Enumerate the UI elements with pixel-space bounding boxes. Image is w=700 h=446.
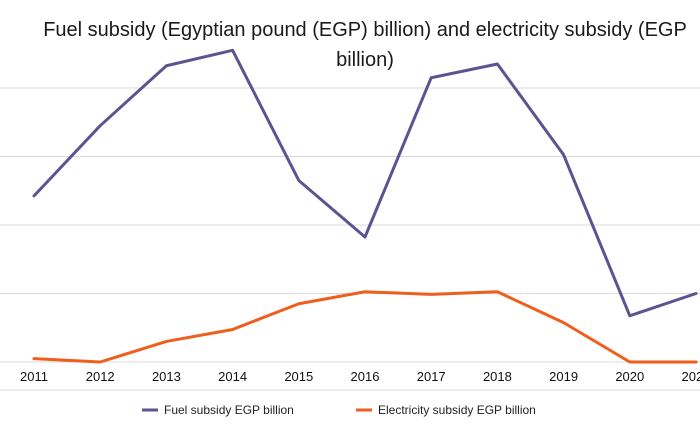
- series-line-electricity-subsidy: [32, 290, 698, 364]
- x-tick-label: 2011: [20, 369, 48, 384]
- x-tick-label: 2016: [351, 369, 380, 384]
- x-tick-label: 2021: [682, 369, 700, 384]
- legend-label: Fuel subsidy EGP billion: [164, 403, 294, 417]
- x-tick-label: 2020: [615, 369, 644, 384]
- series-lines: [32, 48, 698, 364]
- x-tick-label: 2018: [483, 369, 512, 384]
- x-axis-tick-labels: 2011 2012 2013 2014 2015 2016 2017 2018 2019 2020…: [20, 369, 700, 384]
- legend-label: Electricity subsidy EGP billion: [378, 403, 536, 417]
- x-tick-label: 2015: [284, 369, 313, 384]
- x-tick-label: 2014: [218, 369, 247, 384]
- x-tick-label: 2012: [86, 369, 115, 384]
- x-tick-label: 2013: [152, 369, 181, 384]
- legend: Fuel subsidy EGP billion Electricity subs…: [142, 403, 536, 417]
- x-tick-label: 2019: [549, 369, 578, 384]
- gridlines: [0, 87, 700, 391]
- chart-title-line-1: Fuel subsidy (Egyptian pound (EGP) billi…: [43, 19, 687, 41]
- series-line-fuel-subsidy: [32, 48, 698, 318]
- x-tick-label: 2017: [417, 369, 446, 384]
- chart-title-line-2: billion): [336, 49, 394, 71]
